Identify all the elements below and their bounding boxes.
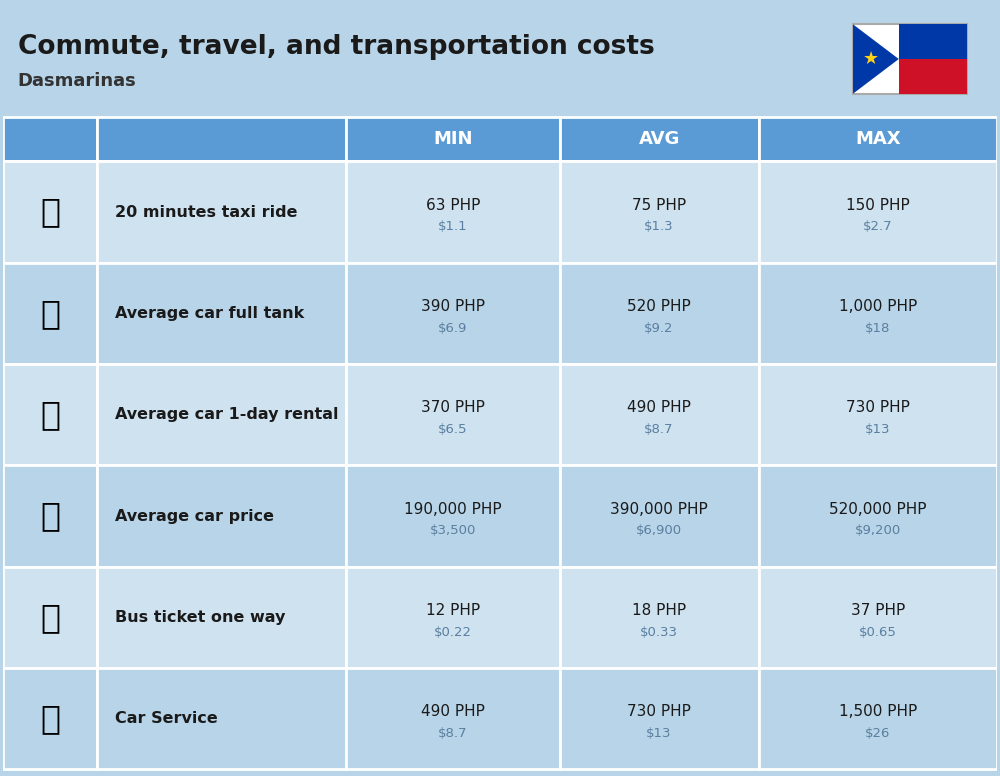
FancyBboxPatch shape — [560, 668, 759, 769]
Polygon shape — [853, 24, 899, 94]
Text: 520 PHP: 520 PHP — [627, 299, 691, 314]
FancyBboxPatch shape — [759, 668, 997, 769]
Text: 🚗: 🚗 — [40, 500, 60, 532]
Text: MIN: MIN — [433, 130, 473, 148]
FancyBboxPatch shape — [759, 161, 997, 263]
Text: 190,000 PHP: 190,000 PHP — [404, 501, 502, 517]
FancyBboxPatch shape — [346, 566, 560, 668]
FancyBboxPatch shape — [97, 263, 346, 364]
FancyBboxPatch shape — [346, 364, 560, 466]
FancyBboxPatch shape — [97, 668, 346, 769]
FancyBboxPatch shape — [759, 364, 997, 466]
Text: 🔧: 🔧 — [40, 702, 60, 735]
FancyBboxPatch shape — [560, 161, 759, 263]
Text: 1,000 PHP: 1,000 PHP — [839, 299, 917, 314]
Text: 520,000 PHP: 520,000 PHP — [829, 501, 927, 517]
FancyBboxPatch shape — [97, 161, 346, 263]
Text: $2.7: $2.7 — [863, 220, 893, 234]
FancyBboxPatch shape — [3, 466, 97, 566]
Text: 🚕: 🚕 — [40, 196, 60, 229]
FancyBboxPatch shape — [759, 263, 997, 364]
Text: 490 PHP: 490 PHP — [627, 400, 691, 415]
Text: Bus ticket one way: Bus ticket one way — [115, 610, 286, 625]
Text: $6.9: $6.9 — [438, 321, 467, 334]
Text: AVG: AVG — [638, 130, 680, 148]
Text: 37 PHP: 37 PHP — [851, 603, 905, 618]
Text: $18: $18 — [865, 321, 891, 334]
Text: 390,000 PHP: 390,000 PHP — [610, 501, 708, 517]
Text: $13: $13 — [646, 727, 672, 740]
Text: $9.2: $9.2 — [644, 321, 674, 334]
Text: 730 PHP: 730 PHP — [627, 705, 691, 719]
Text: 1,500 PHP: 1,500 PHP — [839, 705, 917, 719]
Text: 18 PHP: 18 PHP — [632, 603, 686, 618]
FancyBboxPatch shape — [346, 161, 560, 263]
FancyBboxPatch shape — [3, 668, 97, 769]
Text: 🚙: 🚙 — [40, 398, 60, 431]
FancyBboxPatch shape — [3, 566, 97, 668]
Polygon shape — [899, 59, 967, 94]
Text: $6.5: $6.5 — [438, 423, 468, 436]
FancyBboxPatch shape — [3, 161, 97, 263]
FancyBboxPatch shape — [346, 668, 560, 769]
Text: $13: $13 — [865, 423, 891, 436]
FancyBboxPatch shape — [853, 24, 967, 94]
Text: $1.1: $1.1 — [438, 220, 468, 234]
FancyBboxPatch shape — [560, 364, 759, 466]
Text: 390 PHP: 390 PHP — [421, 299, 485, 314]
Text: $0.65: $0.65 — [859, 625, 897, 639]
Text: Dasmarinas: Dasmarinas — [18, 72, 136, 90]
Text: Car Service: Car Service — [115, 712, 218, 726]
Text: $6,900: $6,900 — [636, 525, 682, 537]
Text: Commute, travel, and transportation costs: Commute, travel, and transportation cost… — [18, 33, 654, 60]
Text: $1.3: $1.3 — [644, 220, 674, 234]
FancyBboxPatch shape — [97, 364, 346, 466]
FancyBboxPatch shape — [560, 466, 759, 566]
Text: 730 PHP: 730 PHP — [846, 400, 910, 415]
FancyBboxPatch shape — [97, 117, 346, 161]
FancyBboxPatch shape — [759, 466, 997, 566]
Text: 12 PHP: 12 PHP — [426, 603, 480, 618]
Text: Average car 1-day rental: Average car 1-day rental — [115, 407, 339, 422]
FancyBboxPatch shape — [560, 263, 759, 364]
Text: Average car full tank: Average car full tank — [115, 306, 304, 321]
Text: Average car price: Average car price — [115, 508, 274, 524]
FancyBboxPatch shape — [3, 263, 97, 364]
Text: $26: $26 — [865, 727, 891, 740]
Text: $9,200: $9,200 — [855, 525, 901, 537]
Text: $8.7: $8.7 — [644, 423, 674, 436]
Text: 490 PHP: 490 PHP — [421, 705, 485, 719]
FancyBboxPatch shape — [97, 566, 346, 668]
FancyBboxPatch shape — [3, 117, 97, 161]
Text: 75 PHP: 75 PHP — [632, 198, 686, 213]
Text: 150 PHP: 150 PHP — [846, 198, 910, 213]
FancyBboxPatch shape — [346, 466, 560, 566]
Text: 🚌: 🚌 — [40, 601, 60, 634]
Text: 370 PHP: 370 PHP — [421, 400, 485, 415]
Text: $8.7: $8.7 — [438, 727, 468, 740]
FancyBboxPatch shape — [560, 117, 759, 161]
Text: $0.22: $0.22 — [434, 625, 472, 639]
Text: ★: ★ — [863, 50, 879, 68]
Text: 20 minutes taxi ride: 20 minutes taxi ride — [115, 205, 298, 220]
FancyBboxPatch shape — [560, 566, 759, 668]
FancyBboxPatch shape — [97, 466, 346, 566]
Text: $0.33: $0.33 — [640, 625, 678, 639]
Text: $3,500: $3,500 — [430, 525, 476, 537]
FancyBboxPatch shape — [3, 364, 97, 466]
Polygon shape — [899, 24, 967, 59]
FancyBboxPatch shape — [759, 117, 997, 161]
FancyBboxPatch shape — [346, 117, 560, 161]
Text: MAX: MAX — [855, 130, 901, 148]
FancyBboxPatch shape — [346, 263, 560, 364]
Text: 63 PHP: 63 PHP — [426, 198, 480, 213]
Text: ⛽: ⛽ — [40, 297, 60, 330]
FancyBboxPatch shape — [759, 566, 997, 668]
